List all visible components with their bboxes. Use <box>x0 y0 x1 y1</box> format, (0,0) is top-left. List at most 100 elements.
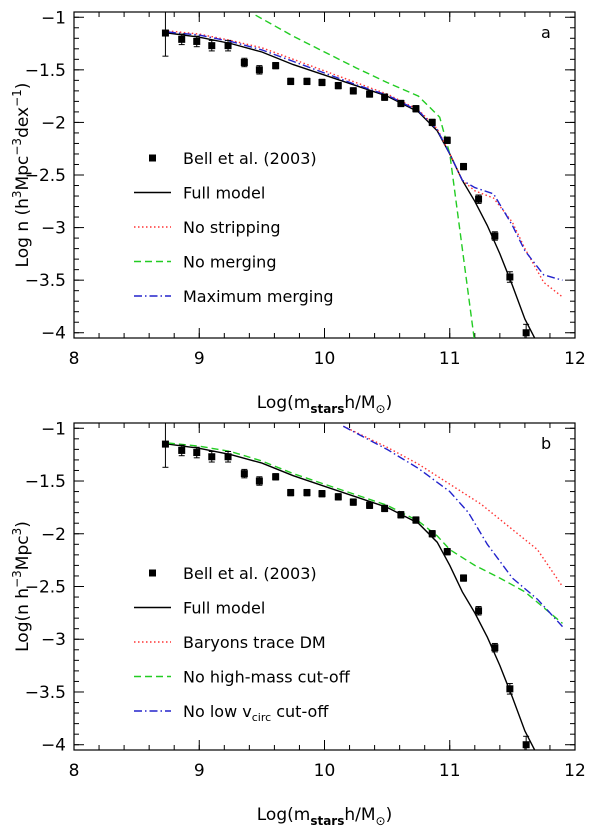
y-tick-label: −1.5 <box>25 472 66 492</box>
legend: Bell et al. (2003) Full model Baryons trac… <box>134 564 351 724</box>
x-label-sub: stars <box>310 402 344 416</box>
legend-marker-observations <box>149 154 156 162</box>
data-point <box>366 501 374 509</box>
y-label-sup: −1 <box>10 89 24 107</box>
data-point <box>287 77 295 85</box>
legend-label-sub: circ <box>252 711 271 724</box>
y-axis-label: Log n (h3Mpc−3dex−1) <box>10 83 33 268</box>
y-tick-label: −2 <box>41 113 66 133</box>
plot-area <box>161 12 563 338</box>
data-point <box>318 490 326 498</box>
x-tick-label: 9 <box>194 761 205 781</box>
data-point <box>224 42 232 50</box>
data-point <box>428 118 436 126</box>
data-point <box>412 105 420 113</box>
data-point <box>334 493 342 501</box>
x-tick-label: 10 <box>314 761 336 781</box>
data-point <box>224 453 232 461</box>
y-tick-label: −2.5 <box>25 578 66 598</box>
data-point <box>475 607 483 615</box>
y-tick-label: −1 <box>41 419 66 439</box>
x-axis-label: Log(mstarsh/M⊙) <box>257 393 392 416</box>
data-point <box>255 477 263 485</box>
y-label-text: dex <box>13 107 33 138</box>
x-label-text: h/M <box>344 805 375 825</box>
y-tick-label: −3 <box>41 219 66 239</box>
data-point <box>506 273 514 281</box>
data-point <box>460 574 468 582</box>
data-point <box>303 77 311 85</box>
x-label-sub: ⊙ <box>376 814 386 828</box>
y-label-sup: 3 <box>10 528 24 536</box>
y-label-text: Log(n h <box>13 588 33 652</box>
x-tick-label: 12 <box>564 349 586 369</box>
y-axis-label: Log(n h−3Mpc3) <box>10 521 33 652</box>
series-line-full-model <box>167 443 536 750</box>
x-label-text: Log(m <box>257 393 311 413</box>
y-label-text: Log n (h <box>13 198 33 267</box>
series-line-baryons-trace-dm <box>342 425 564 587</box>
y-label-sup: 3 <box>10 190 24 198</box>
data-point <box>349 87 357 95</box>
series-line-no-stripping <box>167 30 563 298</box>
y-tick-label: −1 <box>41 8 66 28</box>
y-label-sup: −3 <box>10 570 24 588</box>
legend: Bell et al. (2003) Full model No stripping… <box>134 149 334 306</box>
y-tick-label: −1.5 <box>25 61 66 81</box>
legend-label-baryons-trace-dm: Baryons trace DM <box>183 633 326 652</box>
y-tick-label: −4 <box>41 736 66 756</box>
data-point <box>255 66 263 74</box>
data-point <box>412 516 420 524</box>
data-point <box>397 511 405 519</box>
data-point <box>522 741 530 749</box>
legend-label-no-low-v-circ-cut-off: No low vcirc cut-off <box>183 702 329 724</box>
x-label-sub: stars <box>310 814 344 828</box>
legend-label-observations: Bell et al. (2003) <box>183 564 317 583</box>
data-point <box>178 35 186 43</box>
data-point <box>381 93 389 101</box>
data-point <box>443 548 451 556</box>
x-label-text: Log(m <box>257 805 311 825</box>
data-point <box>303 489 311 497</box>
data-point <box>443 136 451 144</box>
plot-frame <box>73 422 576 751</box>
x-label-text: ) <box>386 805 393 825</box>
x-tick-label: 12 <box>564 761 586 781</box>
data-point <box>522 329 530 337</box>
data-point <box>287 489 295 497</box>
y-label-text: ) <box>13 83 33 90</box>
x-tick-label: 11 <box>439 349 461 369</box>
x-label-text: h/M <box>344 393 375 413</box>
y-label-sup: −3 <box>10 138 24 156</box>
data-point <box>334 82 342 90</box>
panel-tag: a <box>541 23 551 42</box>
data-point <box>272 473 280 481</box>
x-tick-label: 8 <box>69 761 80 781</box>
data-point <box>240 58 248 66</box>
data-point <box>460 163 468 171</box>
series-line-maximum-merging <box>167 31 563 281</box>
y-tick-label: −3 <box>41 630 66 650</box>
data-point <box>475 195 483 203</box>
series-line-no-low-v-circ-cut-off <box>342 425 564 628</box>
y-label-text: Mpc <box>13 156 33 191</box>
legend-label-full-model: Full model <box>183 184 265 203</box>
data-point <box>318 78 326 86</box>
y-label-text: ) <box>13 521 33 528</box>
data-point <box>349 498 357 506</box>
panel-tag: b <box>541 434 551 453</box>
legend-marker-observations <box>149 569 156 577</box>
data-point <box>491 644 499 652</box>
legend-label-no-merging: No merging <box>183 253 276 272</box>
chart-panel-a: 8 9 10 11 12−1−1.5−2−2.5−3−3.5−4Log(mstarsh/… <box>10 8 586 416</box>
y-tick-label: −4 <box>41 324 66 344</box>
data-point <box>506 685 514 693</box>
legend-label-text: No low v <box>183 702 252 721</box>
x-label-sub: ⊙ <box>376 402 386 416</box>
chart-panel-b: 8 9 10 11 12−1−1.5−2−2.5−3−3.5−4Log(mstarsh/… <box>10 419 586 828</box>
data-point <box>208 42 216 50</box>
y-tick-label: −2 <box>41 525 66 545</box>
x-tick-label: 9 <box>194 349 205 369</box>
y-tick-label: −3.5 <box>25 271 66 291</box>
